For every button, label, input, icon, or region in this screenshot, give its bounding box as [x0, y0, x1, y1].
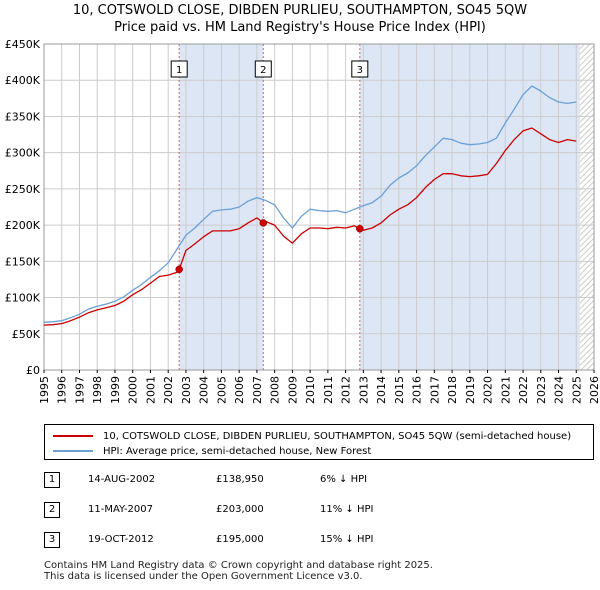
sale-hpi-diff: 15% ↓ HPI [320, 534, 374, 545]
y-tick-label: £450K [5, 38, 41, 51]
x-tick-label: 2000 [127, 376, 140, 404]
y-tick-label: £350K [5, 110, 41, 123]
y-tick-label: £50K [12, 328, 41, 341]
x-tick-label: 2022 [517, 376, 530, 404]
sale-hpi-diff: 11% ↓ HPI [320, 504, 374, 515]
sale-date: 11-MAY-2007 [88, 504, 154, 515]
sale-point [175, 265, 183, 274]
sale-label-text: 3 [357, 65, 363, 76]
x-tick-label: 2005 [215, 376, 228, 404]
x-tick-label: 1995 [38, 376, 51, 404]
x-tick-label: 2004 [198, 376, 211, 404]
x-tick-label: 2023 [535, 376, 548, 404]
sale-label-box [254, 60, 272, 78]
y-tick-label: £100K [5, 292, 41, 305]
footer-line-1: Contains HM Land Registry data © Crown c… [44, 560, 433, 571]
sale-hpi-diff: 6% ↓ HPI [320, 474, 368, 485]
x-tick-label: 2014 [375, 376, 388, 404]
x-tick-label: 2018 [446, 376, 459, 404]
y-tick-label: £200K [5, 219, 41, 232]
x-tick-label: 2012 [340, 376, 353, 404]
legend-swatch-hpi [53, 450, 93, 452]
x-tick-label: 2011 [322, 376, 335, 404]
x-tick-label: 2016 [411, 376, 424, 404]
x-tick-label: 2002 [162, 376, 175, 404]
sale-date: 19-OCT-2012 [88, 534, 154, 545]
x-tick-label: 2001 [144, 376, 157, 404]
legend-label-hpi: HPI: Average price, semi-detached house,… [103, 445, 372, 457]
legend-item-hpi: HPI: Average price, semi-detached house,… [53, 444, 371, 458]
x-tick-label: 2015 [393, 376, 406, 404]
sale-label-text: 1 [176, 65, 182, 76]
sale-date: 14-AUG-2002 [88, 474, 156, 485]
hpi-series-line [43, 85, 577, 323]
x-tick-label: 2026 [588, 376, 600, 404]
sale-label-box [351, 60, 369, 78]
x-tick-label: 2020 [482, 376, 495, 404]
sale-price: £138,950 [216, 474, 264, 485]
y-tick-label: £400K [5, 74, 41, 87]
chart-legend: 10, COTSWOLD CLOSE, DIBDEN PURLIEU, SOUT… [44, 424, 594, 460]
sale-label-box [170, 60, 188, 78]
sale-price: £203,000 [216, 504, 264, 515]
x-tick-label: 2007 [251, 376, 264, 404]
legend-swatch-property [53, 435, 93, 437]
y-tick-label: £0 [26, 364, 40, 377]
legend-item-property: 10, COTSWOLD CLOSE, DIBDEN PURLIEU, SOUT… [53, 429, 571, 443]
x-tick-label: 1997 [73, 376, 86, 404]
sale-row: 1 14-AUG-2002 £138,950 6% ↓ HPI [44, 472, 444, 492]
chart-title: 10, COTSWOLD CLOSE, DIBDEN PURLIEU, SOUT… [0, 2, 600, 36]
x-tick-label: 2008 [269, 376, 282, 404]
legend-label-property: 10, COTSWOLD CLOSE, DIBDEN PURLIEU, SOUT… [103, 430, 572, 442]
x-tick-label: 1998 [91, 376, 104, 404]
x-tick-label: 2024 [553, 376, 566, 404]
x-tick-label: 2019 [464, 376, 477, 404]
x-tick-label: 2003 [180, 376, 193, 404]
forecast-region [579, 44, 594, 370]
x-tick-label: 1996 [56, 376, 69, 404]
x-tick-label: 1999 [109, 376, 122, 404]
y-tick-label: £150K [5, 255, 41, 268]
title-line-2: Price paid vs. HM Land Registry's House … [114, 20, 486, 35]
price-chart: £0 £50K £100K £150K £200K £250K £300K £350K £400… [5, 38, 600, 404]
x-tick-label: 2013 [357, 376, 370, 404]
sale-point [356, 224, 364, 233]
x-tick-label: 2017 [428, 376, 441, 404]
sale-point [259, 219, 268, 227]
property-series-line [43, 127, 577, 326]
sale-price: £195,000 [216, 534, 264, 545]
plot-border [43, 43, 595, 371]
sale-marker: 2 [44, 502, 60, 518]
x-tick-label: 2010 [304, 376, 317, 404]
sale-row: 3 19-OCT-2012 £195,000 15% ↓ HPI [44, 532, 444, 552]
footer-notice: Contains HM Land Registry data © Crown c… [44, 560, 433, 582]
title-line-1: 10, COTSWOLD CLOSE, DIBDEN PURLIEU, SOUT… [72, 3, 528, 18]
y-tick-label: £250K [5, 183, 41, 196]
sale-marker: 3 [44, 532, 60, 548]
x-tick-label: 2025 [570, 376, 583, 404]
x-tick-label: 2009 [286, 376, 299, 404]
sale-label-text: 2 [260, 65, 266, 76]
y-tick-label: £300K [5, 147, 41, 160]
x-tick-label: 2021 [499, 376, 512, 404]
x-tick-label: 2006 [233, 376, 246, 404]
sale-row: 2 11-MAY-2007 £203,000 11% ↓ HPI [44, 502, 444, 522]
sale-marker: 1 [44, 472, 60, 488]
footer-line-2: This data is licensed under the Open Gov… [44, 571, 363, 582]
